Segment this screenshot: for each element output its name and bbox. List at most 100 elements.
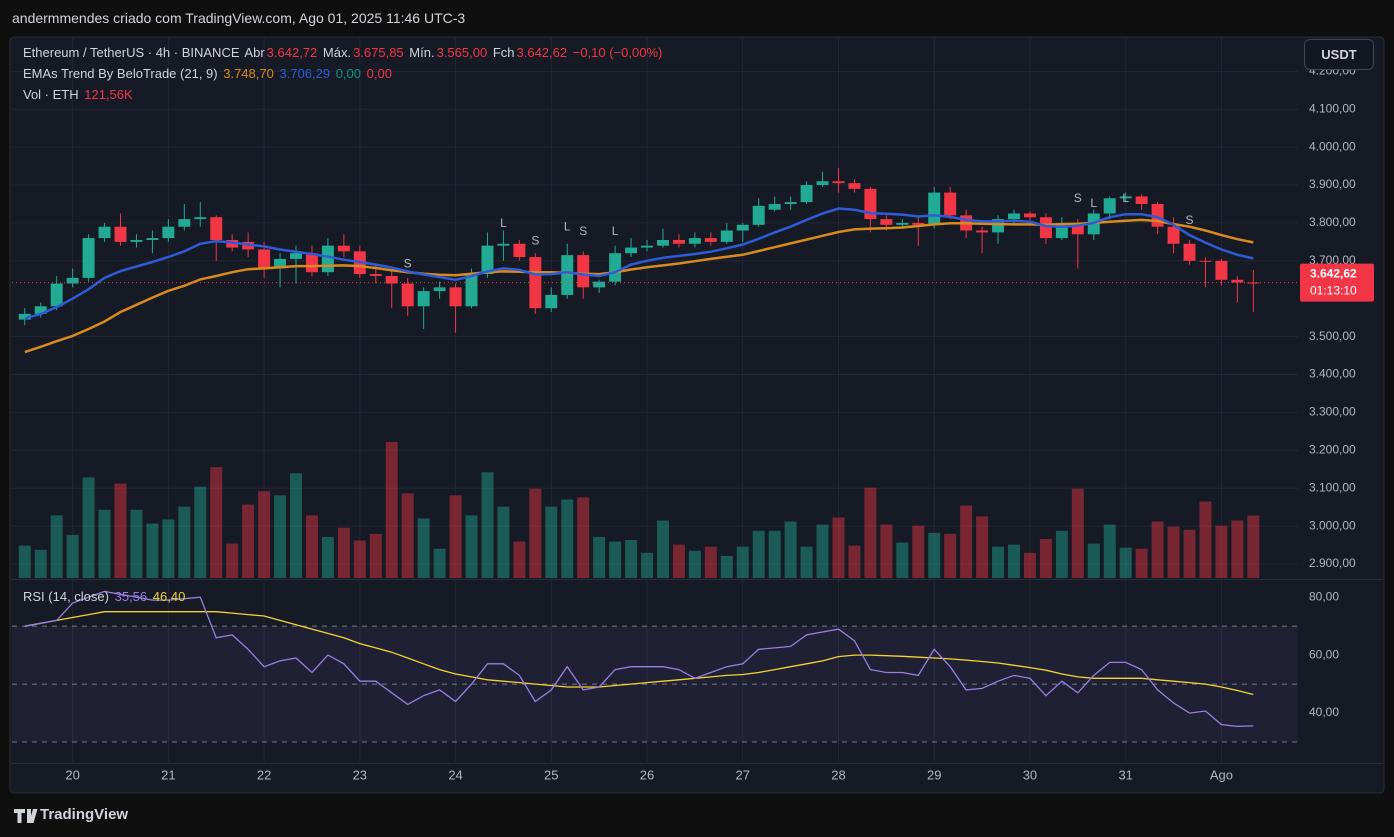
volume-bar [816,524,829,578]
indicator-name: EMAs Trend By BeloTrade (21, 9) [23,66,218,81]
candle-body [481,245,494,275]
candle-body [401,283,414,307]
volume-bar [449,495,462,578]
candle-body [130,239,143,242]
x-tick-label: 22 [257,767,271,782]
volume-bar [353,540,366,578]
volume-bar [1055,530,1068,578]
rsi-tick-label: 60,00 [1309,647,1339,661]
volume-bar [258,491,271,578]
candle-body [656,239,669,246]
candle-body [417,291,430,307]
candle-body [1231,279,1244,283]
y-tick-label: 3.400,00 [1309,367,1356,381]
candle-body [1247,282,1260,284]
candle-body [465,274,478,307]
indicator-value: 0,00 [335,66,362,81]
candle-body [34,306,47,314]
volume-bar [1167,526,1180,578]
volume-bar [960,505,973,578]
x-tick-label: 28 [831,767,845,782]
candle-body [274,258,287,269]
currency-button[interactable]: USDT [1304,39,1374,70]
ohlc-value: 3.642,62 [516,45,568,60]
volume-bar [768,530,781,578]
candle-body [880,219,893,225]
indicator-value: 3.706,29 [279,66,331,81]
candle-body [258,249,271,269]
candle-body [1023,213,1036,218]
candle-body [162,226,175,239]
volume-bar [896,542,909,578]
candle-body [736,224,749,231]
candle-body [98,226,111,239]
volume-bar [337,527,350,578]
countdown: 01:13:10 [1310,284,1357,298]
candle-body [529,257,542,309]
last-price-box [1300,263,1374,302]
ohlc-name: Abr [244,45,265,60]
volume-bar [1215,525,1228,578]
y-tick-label: 3.800,00 [1309,215,1356,229]
volume-bar [720,555,733,578]
candle-body [848,183,861,189]
candle-body [513,243,526,258]
candle-body [1183,243,1196,261]
candle-body [832,181,845,184]
volume-bar [1151,521,1164,578]
volume-bar [1247,515,1260,578]
volume-bar [18,545,31,578]
x-tick-label: Ago [1210,767,1233,782]
last-price-label: 3.642,62 [1310,267,1357,281]
candle-body [1071,222,1084,235]
volume-bar [976,516,989,578]
symbol-title: Ethereum / TetherUS · 4h · BINANCE [23,45,240,60]
volume-bar [912,525,925,578]
candle-body [896,222,909,225]
y-tick-label: 3.200,00 [1309,442,1356,456]
tv-logo [14,809,38,823]
indicator-value: 3.748,70 [223,66,274,81]
y-tick-label: 3.000,00 [1309,518,1356,532]
volume-bar [433,548,446,578]
candle-body [146,238,159,240]
indicator-value: 121,56K [84,87,133,102]
indicator-value: 0,00 [366,66,392,81]
candle-body [688,238,701,244]
volume-bar [577,497,590,578]
y-tick-label: 3.500,00 [1309,329,1356,343]
candle-body [720,230,733,242]
indicator-value: 35,56 [114,589,148,604]
x-tick-label: 27 [736,767,750,782]
x-tick-label: 23 [353,767,367,782]
legend-ema: EMAs Trend By BeloTrade (21, 9) 3.748,70… [23,66,394,81]
x-tick-label: 21 [161,767,175,782]
volume-bar [321,536,334,578]
y-tick-label: 3.700,00 [1309,253,1356,267]
ohlc-name: Fch [492,45,515,60]
volume-bar [50,515,63,578]
volume-bar [529,488,542,578]
volume-bar [625,540,638,578]
candle-body [768,203,781,210]
candle-body [752,205,765,225]
candle-body [816,181,829,186]
volume-bar [1008,544,1020,578]
candle-body [305,253,318,273]
candle-body [704,238,717,242]
volume-bar [178,506,191,578]
candle-body [1135,196,1148,204]
indicator-name: RSI (14, close) [23,589,109,604]
rsi-tick-label: 80,00 [1309,589,1339,603]
signal-label: S [531,233,539,247]
candle-body [609,253,622,282]
volume-bar [82,477,95,578]
volume-bar [481,472,494,578]
candle-body [944,192,957,216]
volume-bar [162,519,175,578]
x-tick-label: 25 [544,767,558,782]
candle-body [114,226,127,242]
volume-bar [545,506,558,578]
